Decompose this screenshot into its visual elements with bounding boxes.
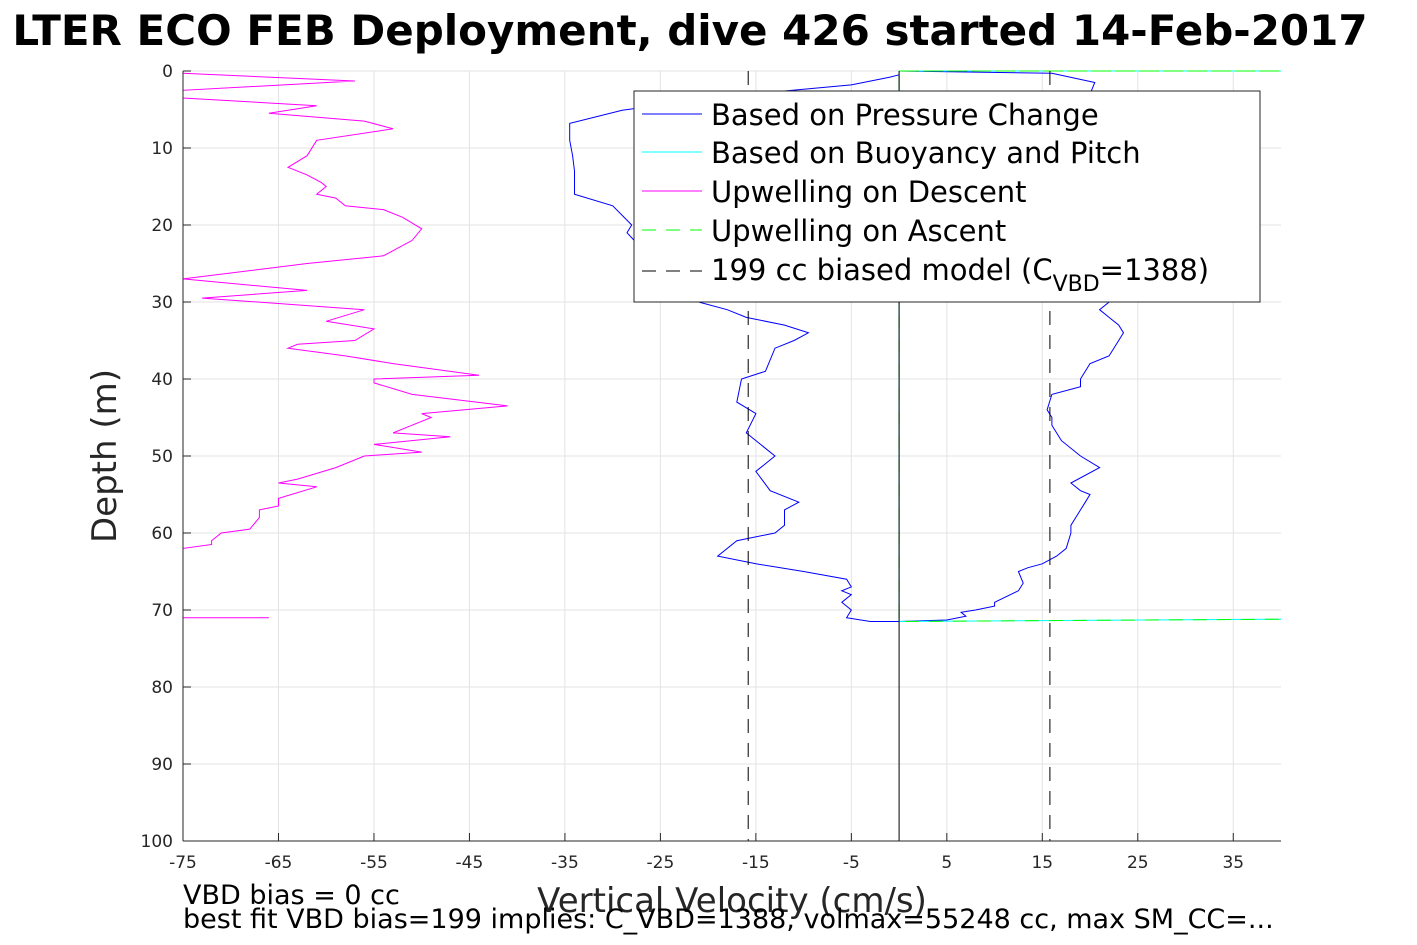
x-tick-label-2: -55: [360, 853, 388, 873]
legend-label-model: 199 cc biased model (CVBD=1388): [711, 253, 1209, 297]
y-axis-label: Depth (m): [85, 369, 125, 543]
x-tick-label-7: -5: [843, 853, 860, 873]
y-tick-label-8: 80: [151, 678, 173, 698]
y-tick-label-5: 50: [151, 447, 173, 467]
legend-box: [633, 90, 1261, 303]
x-tick-label-1: -65: [265, 853, 293, 873]
x-tick-label-9: 15: [1031, 853, 1053, 873]
legend-label-pressure: Based on Pressure Change: [711, 98, 1099, 132]
x-tick-label-4: -35: [551, 853, 579, 873]
legend-model-subscript: VBD: [1053, 272, 1100, 297]
x-tick-label-0: -75: [169, 853, 197, 873]
legend-label-ascent: Upwelling on Ascent: [711, 214, 1006, 248]
x-tick-label-6: -15: [742, 853, 770, 873]
x-tick-label-3: -45: [456, 853, 484, 873]
x-tick-label-11: 35: [1222, 853, 1244, 873]
x-axis-label: Vertical Velocity (cm/s): [537, 881, 927, 921]
y-tick-label-1: 10: [151, 139, 173, 159]
y-tick-label-4: 40: [151, 370, 173, 390]
legend-model-tail: =1388): [1100, 253, 1209, 287]
y-tick-label-10: 100: [141, 832, 173, 852]
y-tick-label-9: 90: [151, 755, 173, 775]
y-tick-label-0: 0: [162, 62, 173, 82]
chart-title: LTER ECO FEB Deployment, dive 426 starte…: [12, 6, 1367, 55]
x-ticks: -75 -65 -55 -45 -35 -25 -15 -5 5 15 25 35: [169, 833, 1244, 873]
legend-label-descent: Upwelling on Descent: [711, 175, 1027, 209]
legend-model-main: 199 cc biased model (C: [711, 253, 1053, 287]
y-tick-label-3: 30: [151, 293, 173, 313]
x-tick-label-5: -25: [647, 853, 675, 873]
y-ticks: 0 10 20 30 40 50 60 70 80 90 100: [141, 62, 191, 852]
y-tick-label-6: 60: [151, 524, 173, 544]
x-tick-label-8: 5: [941, 853, 952, 873]
y-tick-label-2: 20: [151, 216, 173, 236]
y-tick-label-7: 70: [151, 601, 173, 621]
series-upwelling-descent: [182, 72, 508, 619]
legend-label-buoyancy: Based on Buoyancy and Pitch: [711, 136, 1141, 170]
bias-note: VBD bias = 0 cc: [183, 880, 400, 911]
bestfit-note: best fit VBD bias=199 implies: C_VBD=138…: [183, 904, 1274, 935]
series-pressure-descent: [569, 74, 900, 622]
legend: Based on Pressure Change Based on Buoyan…: [633, 90, 1261, 303]
x-tick-label-10: 25: [1127, 853, 1149, 873]
